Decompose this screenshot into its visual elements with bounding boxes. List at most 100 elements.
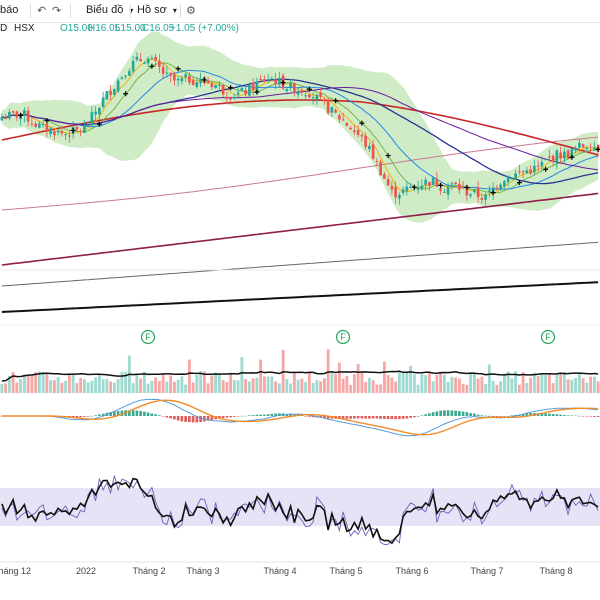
redo-icon[interactable]: ↷ bbox=[52, 5, 62, 17]
candle-body bbox=[416, 187, 420, 190]
macd-histogram-bar bbox=[469, 413, 472, 416]
volume-bar bbox=[315, 380, 319, 393]
candle-body bbox=[26, 110, 30, 122]
macd-histogram-bar bbox=[570, 415, 574, 417]
volume-bar bbox=[577, 372, 581, 393]
volume-bar bbox=[26, 375, 30, 393]
candle-body bbox=[49, 128, 52, 134]
macd-histogram-bar bbox=[488, 415, 491, 417]
macd-histogram-bar bbox=[473, 413, 476, 416]
volume-bar bbox=[551, 383, 555, 393]
volume-bar bbox=[487, 364, 491, 393]
macd-histogram-bar bbox=[165, 416, 169, 418]
candle-body bbox=[218, 84, 221, 86]
macd-histogram-bar bbox=[255, 414, 259, 416]
toolbar-divider bbox=[30, 4, 31, 18]
volume-bar bbox=[229, 372, 233, 393]
macd-histogram-bar bbox=[338, 416, 341, 419]
volume-bar bbox=[304, 381, 308, 393]
candle-body bbox=[589, 149, 592, 151]
gear-icon[interactable]: ⚙ bbox=[186, 5, 196, 17]
volume-bar bbox=[206, 383, 210, 393]
candle-body bbox=[251, 82, 255, 91]
time-axis-label: Tháng 8 bbox=[539, 566, 572, 576]
chart-menu-button[interactable]: Biểu đồ ▾ bbox=[86, 4, 133, 16]
macd-histogram-bar bbox=[510, 415, 514, 416]
volume-bar bbox=[555, 373, 559, 393]
volume-bar bbox=[409, 365, 413, 393]
macd-histogram-bar bbox=[150, 413, 154, 416]
volume-bar bbox=[427, 372, 431, 393]
macd-signal-line bbox=[1, 399, 599, 436]
macd-histogram-bar bbox=[221, 416, 225, 418]
ma-line-5 bbox=[1, 58, 599, 196]
signal-marker bbox=[385, 153, 391, 159]
candle-body bbox=[233, 96, 236, 99]
toolbar-partial-label[interactable]: báo bbox=[0, 4, 19, 16]
volume-bar bbox=[491, 380, 495, 393]
macd-histogram-bar bbox=[161, 416, 165, 417]
candle-body bbox=[364, 135, 367, 147]
candle-body bbox=[383, 174, 386, 179]
volume-bar bbox=[499, 381, 503, 393]
volume-bar bbox=[15, 382, 19, 393]
macd-histogram-bar bbox=[79, 416, 82, 418]
candle-body bbox=[83, 126, 86, 133]
candle-body bbox=[473, 189, 476, 192]
time-axis-label: Tháng 6 bbox=[395, 566, 428, 576]
volume-bar bbox=[382, 361, 386, 393]
candle-body bbox=[578, 143, 581, 148]
candle-body bbox=[161, 66, 165, 74]
volume-bar bbox=[90, 380, 94, 393]
macd-histogram-bar bbox=[413, 416, 416, 418]
macd-histogram-bar bbox=[386, 416, 390, 420]
candle-body bbox=[75, 126, 79, 130]
candle-body bbox=[8, 111, 11, 119]
signal-marker bbox=[569, 154, 575, 160]
volume-bar bbox=[341, 378, 345, 393]
volume-bar bbox=[559, 372, 563, 393]
volume-bar bbox=[322, 378, 326, 393]
macd-histogram-bar bbox=[540, 413, 544, 416]
profile-menu-button[interactable]: Hồ sơ ▾ bbox=[137, 4, 177, 16]
macd-histogram-bar bbox=[86, 416, 90, 417]
volume-bar bbox=[472, 373, 476, 393]
candle-body bbox=[446, 186, 450, 195]
candle-body bbox=[4, 117, 7, 119]
volume-bar bbox=[176, 379, 180, 393]
candle-body bbox=[135, 56, 139, 60]
volume-bar bbox=[86, 382, 90, 393]
volume-bar bbox=[289, 383, 293, 393]
candle-body bbox=[285, 89, 289, 92]
ma-line-maroon bbox=[1, 192, 599, 266]
volume-bar bbox=[360, 372, 364, 393]
undo-icon[interactable]: ↶ bbox=[37, 5, 47, 17]
time-axis-label: Tháng 7 bbox=[470, 566, 503, 576]
signal-marker bbox=[44, 118, 50, 124]
fundamental-marker: F bbox=[540, 329, 556, 345]
macd-histogram-bar bbox=[585, 416, 589, 417]
macd-histogram-bar bbox=[544, 413, 547, 416]
volume-bar bbox=[311, 383, 315, 393]
macd-histogram-bar bbox=[424, 414, 427, 416]
volume-bar bbox=[420, 374, 424, 393]
volume-bar bbox=[169, 375, 173, 393]
macd-histogram-bar bbox=[113, 411, 116, 416]
candle-body bbox=[98, 107, 101, 115]
candle-body bbox=[188, 75, 191, 83]
macd-histogram-bar bbox=[503, 416, 506, 417]
volume-bar bbox=[371, 380, 375, 393]
volume-bar bbox=[574, 377, 578, 393]
candle-body bbox=[503, 181, 506, 187]
time-axis-label: Tháng 5 bbox=[329, 566, 362, 576]
candle-body bbox=[109, 90, 112, 95]
volume-bar bbox=[150, 380, 154, 393]
candle-body bbox=[56, 130, 60, 133]
volume-bar bbox=[116, 379, 120, 393]
candle-body bbox=[53, 130, 56, 136]
macd-histogram-bar bbox=[368, 416, 371, 419]
candle-body bbox=[488, 190, 491, 193]
candle-body bbox=[518, 171, 521, 173]
